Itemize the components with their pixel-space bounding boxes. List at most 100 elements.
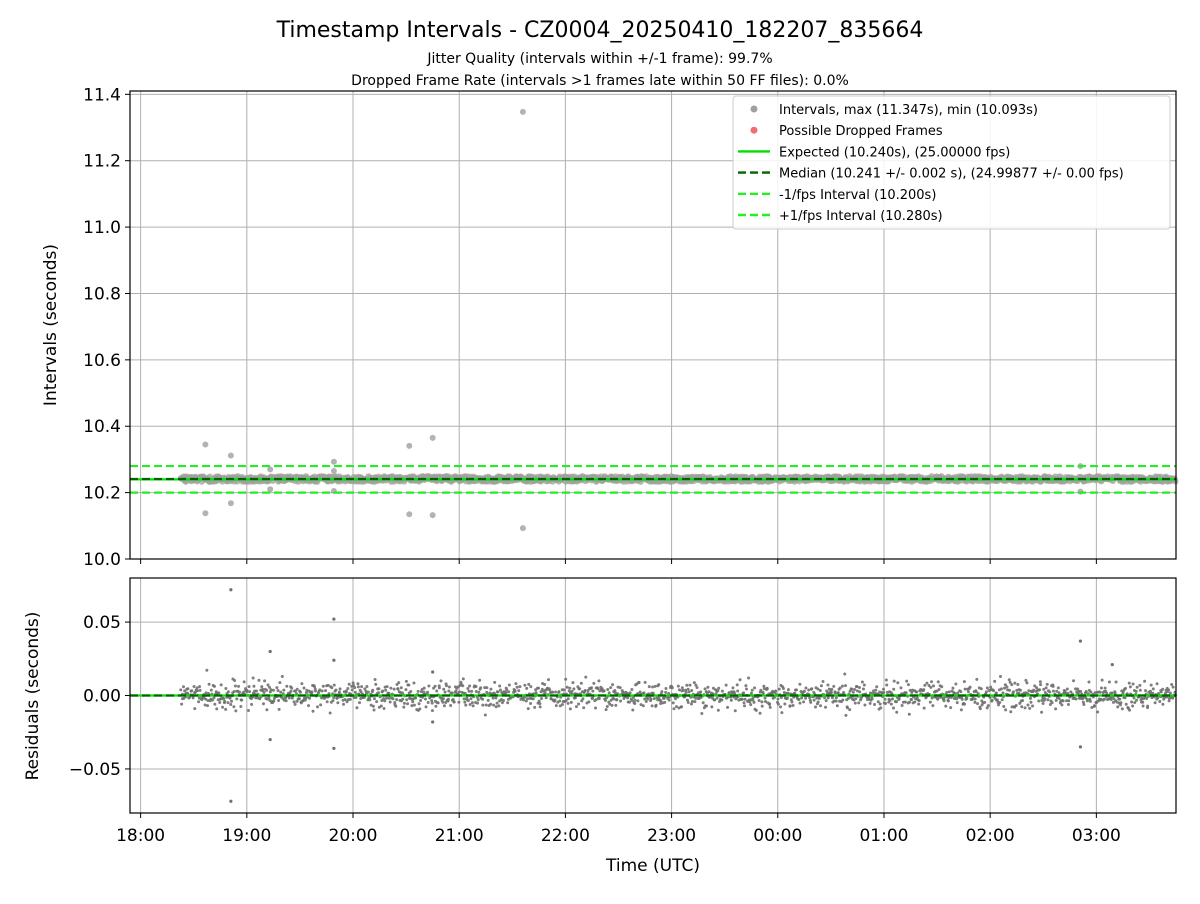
residuals-point bbox=[962, 680, 966, 684]
residuals-point bbox=[1143, 679, 1147, 683]
residuals-point bbox=[693, 700, 697, 704]
residuals-point bbox=[228, 696, 232, 700]
residuals-point bbox=[1082, 702, 1086, 706]
residuals-point bbox=[451, 698, 455, 702]
residuals-point bbox=[874, 688, 878, 692]
residuals-point bbox=[959, 690, 963, 694]
residuals-point bbox=[716, 708, 720, 712]
residuals-point bbox=[1089, 690, 1093, 694]
residuals-point bbox=[686, 687, 690, 691]
residuals-point bbox=[198, 685, 202, 689]
residuals-point bbox=[467, 689, 471, 693]
residuals-point bbox=[786, 688, 790, 692]
residuals-point bbox=[1051, 684, 1055, 688]
residuals-point bbox=[470, 689, 474, 693]
residuals-point bbox=[610, 703, 614, 707]
residuals-point bbox=[883, 697, 887, 701]
residuals-outlier-point bbox=[1078, 745, 1083, 749]
residuals-point bbox=[276, 689, 280, 693]
residuals-point bbox=[1003, 683, 1007, 687]
residuals-point bbox=[355, 706, 359, 710]
residuals-point bbox=[988, 696, 992, 700]
residuals-point bbox=[895, 710, 899, 714]
residuals-point bbox=[529, 702, 533, 706]
residuals-point bbox=[833, 691, 837, 695]
residuals-point bbox=[603, 698, 607, 702]
residuals-point bbox=[686, 700, 690, 704]
residuals-point bbox=[215, 707, 219, 711]
residuals-point bbox=[371, 704, 375, 708]
residuals-point bbox=[587, 700, 591, 704]
residuals-point bbox=[568, 686, 572, 690]
legend-label: Possible Dropped Frames bbox=[779, 124, 943, 139]
residuals-point bbox=[377, 687, 381, 691]
residuals-point bbox=[251, 676, 255, 680]
residuals-point bbox=[819, 704, 823, 708]
residuals-point bbox=[427, 684, 431, 688]
residuals-point bbox=[652, 697, 656, 701]
residuals-point bbox=[313, 689, 317, 693]
residuals-point bbox=[211, 698, 215, 702]
residuals-point bbox=[1027, 689, 1031, 693]
residuals-point bbox=[720, 698, 724, 702]
chart-subtitle-jitter: Jitter Quality (intervals within +/-1 fr… bbox=[426, 51, 772, 67]
residuals-point bbox=[903, 700, 907, 704]
residuals-point bbox=[993, 679, 997, 683]
residuals-point bbox=[664, 686, 668, 690]
residuals-point bbox=[1008, 688, 1012, 692]
residuals-point bbox=[391, 697, 395, 701]
residuals-point bbox=[396, 687, 400, 691]
residuals-point bbox=[861, 687, 865, 691]
residuals-point bbox=[382, 707, 386, 711]
residuals-point bbox=[252, 684, 256, 688]
residuals-point bbox=[1050, 701, 1054, 705]
residuals-point bbox=[558, 704, 562, 708]
residuals-point bbox=[821, 679, 825, 683]
residuals-point bbox=[809, 700, 813, 704]
residuals-point bbox=[197, 700, 201, 704]
residuals-point bbox=[209, 688, 213, 692]
residuals-point bbox=[596, 687, 600, 691]
residuals-point bbox=[910, 690, 914, 694]
residuals-point bbox=[204, 697, 208, 701]
residuals-point bbox=[375, 700, 379, 704]
residuals-point bbox=[752, 700, 756, 704]
residuals-point bbox=[900, 703, 904, 707]
residuals-point bbox=[538, 702, 542, 706]
residuals-point bbox=[762, 684, 766, 688]
residuals-point bbox=[526, 707, 530, 711]
residuals-point bbox=[807, 688, 811, 692]
intervals-outlier-point bbox=[202, 510, 209, 517]
residuals-point bbox=[785, 696, 789, 700]
residuals-point bbox=[611, 683, 615, 687]
residuals-point bbox=[325, 700, 329, 704]
residuals-point bbox=[745, 687, 749, 691]
residuals-outlier-point bbox=[332, 617, 336, 621]
residuals-point bbox=[735, 683, 739, 687]
residuals-point bbox=[271, 688, 275, 692]
residuals-point bbox=[282, 688, 286, 692]
residuals-point bbox=[1009, 710, 1013, 714]
residuals-point bbox=[179, 688, 183, 692]
residuals-point bbox=[1110, 691, 1114, 695]
residuals-x-tick-label: 22:00 bbox=[541, 826, 590, 846]
residuals-point bbox=[1065, 687, 1069, 691]
residuals-point bbox=[468, 684, 472, 688]
residuals-point bbox=[680, 705, 684, 709]
residuals-point bbox=[218, 701, 222, 705]
residuals-point bbox=[277, 699, 281, 703]
residuals-point bbox=[749, 703, 753, 707]
residuals-point bbox=[207, 682, 211, 686]
residuals-point bbox=[262, 691, 266, 695]
residuals-point bbox=[481, 697, 485, 701]
residuals-point bbox=[636, 692, 640, 696]
residuals-point bbox=[758, 711, 762, 715]
residuals-point bbox=[300, 682, 304, 686]
residuals-point bbox=[685, 683, 689, 687]
residuals-point bbox=[447, 685, 451, 689]
intervals-outlier-point bbox=[519, 108, 526, 115]
residuals-point bbox=[250, 702, 254, 706]
residuals-point bbox=[779, 696, 783, 700]
residuals-point bbox=[659, 699, 663, 703]
intervals-outlier-point bbox=[267, 466, 274, 473]
